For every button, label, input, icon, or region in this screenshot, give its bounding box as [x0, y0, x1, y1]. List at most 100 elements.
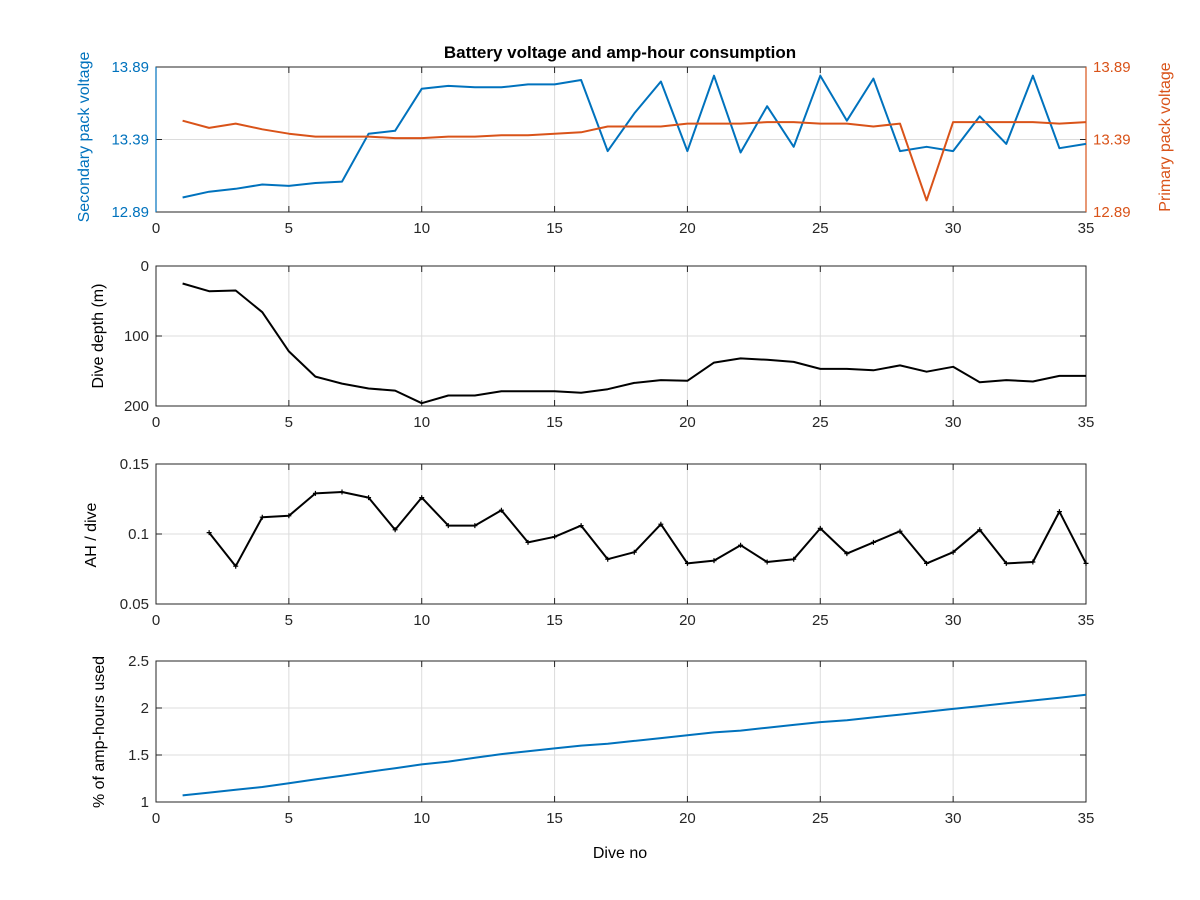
data-point	[1056, 509, 1062, 515]
data-point	[312, 490, 318, 496]
data-point	[472, 523, 478, 529]
x-tick-label: 0	[152, 220, 160, 237]
x-tick-label: 0	[152, 810, 160, 827]
data-point	[631, 549, 637, 555]
plot-frame	[155, 660, 1087, 803]
x-tick-label: 20	[679, 220, 696, 237]
y-tick-label: 1	[141, 794, 149, 811]
panel-voltage: Battery voltage and amp-hour consumption…	[76, 43, 1174, 237]
data-point	[259, 514, 265, 520]
secondary-voltage-axis-label: Secondary pack voltage	[76, 52, 93, 223]
x-tick-label: 15	[546, 220, 563, 237]
data-point	[498, 507, 504, 513]
data-point	[870, 539, 876, 545]
x-axis-label: Dive no	[593, 845, 647, 862]
x-tick-label: 30	[945, 414, 962, 431]
panel-depth: Dive depth (m) 0 5 10 15 20 25 30 35 0 100 200	[90, 258, 1094, 431]
panel-amp-hours-used: % of amp-hours used Dive no 0 5 10 15 20 25 30…	[91, 653, 1094, 862]
data-point	[233, 563, 239, 569]
x-tick-label: 0	[152, 612, 160, 629]
data-point	[738, 542, 744, 548]
y-tick-label: 0.1	[128, 526, 149, 543]
x-tick-label: 5	[285, 810, 293, 827]
data-point	[286, 513, 292, 519]
x-tick-label: 20	[679, 414, 696, 431]
x-tick-label: 10	[413, 810, 430, 827]
y-tick-label: 0.05	[120, 596, 149, 613]
data-point	[445, 523, 451, 529]
series-line-1	[208, 491, 1087, 568]
y-tick-label: 13.89	[111, 59, 149, 76]
series-line-2	[182, 119, 1087, 202]
data-point	[711, 558, 717, 564]
y-tick-label-right: 13.89	[1093, 59, 1131, 76]
data-point	[339, 489, 345, 495]
x-tick-label: 30	[945, 220, 962, 237]
ah-per-dive-axis-label: AH / dive	[83, 502, 100, 567]
depth-axis-label: Dive depth (m)	[90, 284, 107, 389]
x-tick-label: 30	[945, 612, 962, 629]
x-tick-label: 10	[413, 612, 430, 629]
y-tick-label: 1.5	[128, 747, 149, 764]
x-tick-label: 15	[546, 612, 563, 629]
data-point	[791, 556, 797, 562]
data-point	[392, 527, 398, 533]
data-point	[206, 530, 212, 536]
chart-title: Battery voltage and amp-hour consumption	[444, 43, 796, 62]
data-point	[578, 523, 584, 529]
x-tick-label: 20	[679, 810, 696, 827]
x-tick-label: 30	[945, 810, 962, 827]
data-point	[817, 525, 823, 531]
data-point	[844, 551, 850, 557]
series-line-1	[182, 282, 1086, 405]
data-point	[950, 549, 956, 555]
y-tick-label-right: 12.89	[1093, 204, 1131, 221]
data-point	[419, 495, 425, 501]
data-point	[525, 539, 531, 545]
y-tick-label: 13.39	[111, 132, 149, 149]
x-tick-label: 15	[546, 810, 563, 827]
series-line-1	[182, 74, 1087, 199]
y-tick-label: 100	[124, 328, 149, 345]
data-point	[366, 495, 372, 501]
x-tick-label: 10	[413, 220, 430, 237]
x-tick-label: 35	[1078, 414, 1095, 431]
data-point	[552, 534, 558, 540]
x-tick-label: 0	[152, 414, 160, 431]
series-line-1	[182, 693, 1087, 797]
y-tick-label: 0	[141, 258, 149, 275]
data-point	[977, 527, 983, 533]
data-point	[658, 521, 664, 527]
x-tick-label: 20	[679, 612, 696, 629]
data-point	[924, 560, 930, 566]
amp-hours-used-axis-label: % of amp-hours used	[91, 656, 108, 808]
plot-area	[156, 661, 1086, 802]
y-tick-label: 0.15	[120, 456, 149, 473]
y-tick-label: 2	[141, 700, 149, 717]
y-tick-label-right: 13.39	[1093, 132, 1131, 149]
x-tick-label: 5	[285, 414, 293, 431]
x-tick-label: 15	[546, 414, 563, 431]
primary-voltage-axis-label: Primary pack voltage	[1157, 62, 1174, 211]
data-point	[1030, 559, 1036, 565]
data-point	[684, 560, 690, 566]
x-tick-label: 35	[1078, 612, 1095, 629]
data-point	[605, 556, 611, 562]
x-tick-label: 5	[285, 612, 293, 629]
x-tick-label: 35	[1078, 810, 1095, 827]
x-tick-label: 25	[812, 612, 829, 629]
data-point	[1083, 560, 1089, 566]
panel-ah-per-dive: AH / dive 0 5 10 15 20 25 30 35 0.05 0.1 0.15	[83, 456, 1094, 629]
data-point	[1003, 560, 1009, 566]
x-tick-label: 25	[812, 414, 829, 431]
y-tick-label: 2.5	[128, 653, 149, 670]
y-tick-label: 12.89	[111, 204, 149, 221]
y-tick-label: 200	[124, 398, 149, 415]
x-tick-label: 35	[1078, 220, 1095, 237]
data-point	[764, 559, 770, 565]
x-tick-label: 25	[812, 810, 829, 827]
x-tick-label: 10	[413, 414, 430, 431]
data-point	[897, 528, 903, 534]
x-tick-label: 5	[285, 220, 293, 237]
